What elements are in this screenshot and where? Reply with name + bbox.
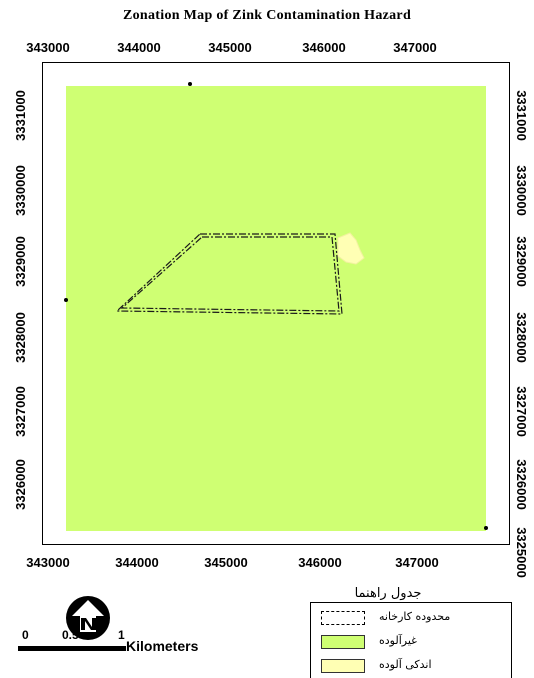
- legend-label: محدوده کارخانه: [379, 610, 451, 623]
- map-frame: [42, 62, 510, 545]
- factory-boundary: [115, 233, 343, 315]
- scale-label-1: 1: [118, 628, 125, 642]
- legend-swatch: [321, 635, 365, 649]
- x-tick-bottom: 345000: [204, 555, 248, 570]
- scale-unit: Kilometers: [126, 638, 199, 654]
- legend-item-non-contaminated: غیرآلوده: [321, 634, 501, 651]
- edge-mark: [64, 298, 68, 302]
- legend-title: جدول راهنما: [354, 586, 422, 601]
- x-tick-bottom: 343000: [26, 555, 70, 570]
- x-tick-bottom: 346000: [298, 555, 342, 570]
- scale-bar-segment: [18, 646, 126, 651]
- legend-item-slightly-contaminated: اندکی آلوده: [321, 658, 501, 675]
- x-tick-top: 347000: [393, 40, 437, 55]
- x-tick-top: 346000: [302, 40, 346, 55]
- edge-mark: [188, 82, 192, 86]
- legend-item-factory-boundary: محدوده کارخانه: [321, 610, 501, 627]
- legend: محدوده کارخانه غیرآلوده اندکی آلوده: [310, 602, 512, 678]
- legend-swatch: [321, 611, 365, 625]
- scale-label-0: 0: [22, 628, 29, 642]
- north-arrow-icon: [64, 594, 112, 642]
- x-tick-top: 343000: [26, 40, 70, 55]
- legend-swatch: [321, 659, 365, 673]
- x-tick-top: 345000: [208, 40, 252, 55]
- x-tick-top: 344000: [117, 40, 161, 55]
- map-title: Zonation Map of Zink Contamination Hazar…: [122, 8, 412, 23]
- legend-label: غیرآلوده: [379, 634, 417, 647]
- x-tick-bottom: 347000: [395, 555, 439, 570]
- edge-mark: [484, 526, 488, 530]
- slightly-contaminated-zone: [337, 232, 365, 265]
- legend-label: اندکی آلوده: [379, 658, 432, 671]
- x-tick-bottom: 344000: [115, 555, 159, 570]
- scale-label-half: 0.5: [62, 628, 79, 642]
